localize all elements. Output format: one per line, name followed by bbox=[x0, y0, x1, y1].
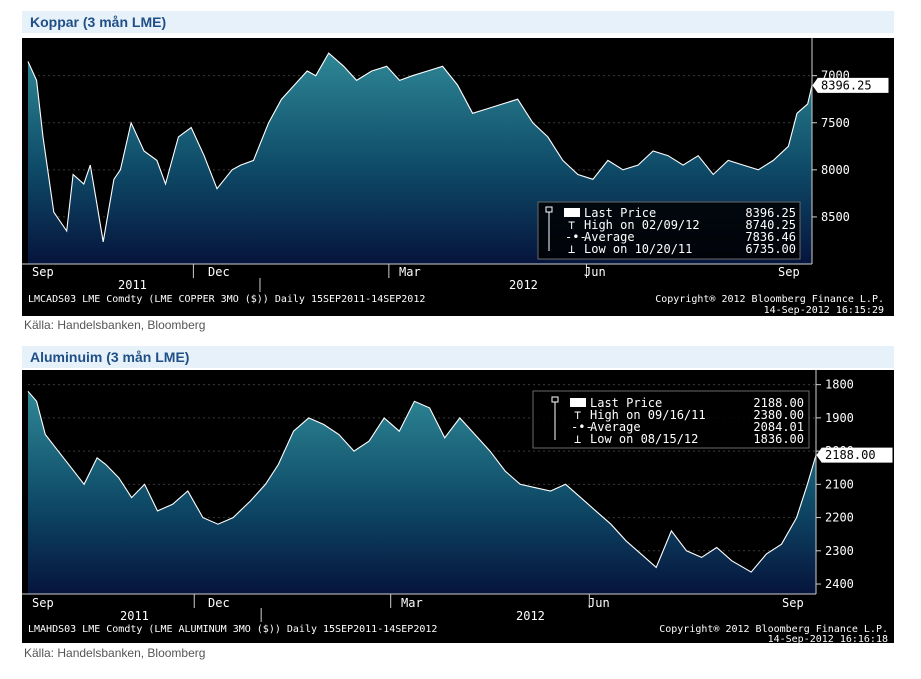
aluminium-x-label-dec: Dec bbox=[208, 596, 230, 610]
copper-footer-copyright: Copyright® 2012 Bloomberg Finance L.P. bbox=[655, 294, 884, 305]
copper-footer-timestamp: 14-Sep-2012 16:15:29 bbox=[764, 305, 884, 316]
y-tick-label: 2400 bbox=[825, 577, 854, 591]
aluminium-price-line bbox=[27, 390, 817, 573]
aluminium-last-price-tag: 2188.00 bbox=[816, 447, 893, 463]
copper-x-label-sep: Sep bbox=[32, 265, 54, 279]
copper-last-price-tag-text: 8396.25 bbox=[821, 78, 872, 92]
copper-x-year-2012: 2012 bbox=[509, 278, 538, 292]
average-marker-icon: -•- bbox=[571, 420, 593, 434]
copper-legend-value-3: 6735.00 bbox=[745, 242, 796, 256]
y-tick-label: 8500 bbox=[821, 210, 850, 224]
chart-title-copper: Koppar (3 mån LME) bbox=[22, 11, 894, 33]
source-note-aluminium: Källa: Handelsbanken, Bloomberg bbox=[24, 646, 206, 660]
chart-title-aluminium: Aluminuim (3 mån LME) bbox=[22, 346, 894, 368]
average-marker-icon: -•- bbox=[565, 230, 587, 244]
chart-panel-copper: 8500 8000 7500 7000 8396.25 Last Price 8396… bbox=[22, 38, 894, 316]
aluminium-legend: Last Price 2188.00 ⊤ High on 09/16/11 23… bbox=[532, 390, 810, 449]
aluminium-x-year-2012: 2012 bbox=[516, 609, 545, 623]
copper-legend-value-2: 7836.46 bbox=[745, 230, 796, 244]
aluminium-legend-value-3: 1836.00 bbox=[753, 432, 804, 446]
copper-footer-ticker: LMCADS03 LME Comdty (LME COPPER 3MO ($))… bbox=[28, 294, 425, 305]
aluminium-area bbox=[28, 391, 816, 594]
high-marker-icon: ⊤ bbox=[568, 218, 575, 232]
last-price-swatch-icon bbox=[564, 208, 580, 217]
last-price-swatch-icon bbox=[570, 398, 586, 407]
y-tick-label: 8000 bbox=[821, 163, 850, 177]
y-tick-label: 2100 bbox=[825, 477, 854, 491]
copper-legend-label-1: High on 02/09/12 bbox=[584, 218, 700, 232]
copper-legend-label-3: Low on 10/20/11 bbox=[584, 242, 692, 256]
aluminium-chart: 2400230022002100200019001800 2188.00 Las… bbox=[22, 370, 893, 645]
aluminium-footer-timestamp: 14-Sep-2012 16:16:18 bbox=[768, 634, 888, 643]
aluminium-footer-ticker: LMAHDS03 LME Comdty (LME ALUMINUM 3MO ($… bbox=[28, 624, 437, 635]
copper-legend-label-2: Average bbox=[584, 230, 635, 244]
copper-price-line bbox=[27, 52, 813, 242]
copper-legend-label-0: Last Price bbox=[584, 206, 656, 220]
aluminium-legend-label-1: High on 09/16/11 bbox=[590, 408, 706, 422]
copper-legend-value-1: 8740.25 bbox=[745, 218, 796, 232]
y-tick-label: 1800 bbox=[825, 378, 854, 392]
aluminium-legend-label-3: Low on 08/15/12 bbox=[590, 432, 698, 446]
y-tick-label: 2200 bbox=[825, 511, 854, 525]
copper-x-ticks bbox=[192, 264, 587, 292]
copper-last-price-tag: 8396.25 bbox=[812, 77, 889, 93]
aluminium-x-ticks bbox=[193, 594, 590, 622]
low-marker-icon: ⊥ bbox=[568, 242, 575, 256]
copper-legend: Last Price 8396.25 ⊤ High on 02/09/12 87… bbox=[537, 201, 801, 260]
aluminium-legend-label-2: Average bbox=[590, 420, 641, 434]
y-tick-label: 1900 bbox=[825, 411, 854, 425]
aluminium-last-price-tag-text: 2188.00 bbox=[825, 448, 876, 462]
aluminium-x-label-mar: Mar bbox=[401, 596, 423, 610]
copper-x-label-sep2: Sep bbox=[778, 265, 800, 279]
aluminium-y-ticks: 2400230022002100200019001800 bbox=[816, 378, 854, 591]
aluminium-legend-value-1: 2380.00 bbox=[753, 408, 804, 422]
y-tick-label: 2300 bbox=[825, 544, 854, 558]
copper-x-label-jun: Jun bbox=[584, 265, 606, 279]
aluminium-x-year-2011: 2011 bbox=[120, 609, 149, 623]
high-marker-icon: ⊤ bbox=[574, 408, 581, 422]
aluminium-footer-copyright: Copyright® 2012 Bloomberg Finance L.P. bbox=[659, 624, 888, 635]
copper-x-label-mar: Mar bbox=[399, 265, 421, 279]
aluminium-x-label-sep2: Sep bbox=[782, 596, 804, 610]
aluminium-legend-label-0: Last Price bbox=[590, 396, 662, 410]
copper-legend-value-0: 8396.25 bbox=[745, 206, 796, 220]
aluminium-x-label-sep: Sep bbox=[32, 596, 54, 610]
low-marker-icon: ⊥ bbox=[574, 432, 581, 446]
chart-panel-aluminium: 2400230022002100200019001800 2188.00 Las… bbox=[22, 370, 894, 645]
y-tick-label: 7500 bbox=[821, 116, 850, 130]
source-note-copper: Källa: Handelsbanken, Bloomberg bbox=[24, 318, 206, 332]
aluminium-legend-value-2: 2084.01 bbox=[753, 420, 804, 434]
copper-x-year-2011: 2011 bbox=[118, 278, 147, 292]
copper-x-label-dec: Dec bbox=[208, 265, 230, 279]
aluminium-legend-value-0: 2188.00 bbox=[753, 396, 804, 410]
aluminium-x-label-jun: Jun bbox=[588, 596, 610, 610]
